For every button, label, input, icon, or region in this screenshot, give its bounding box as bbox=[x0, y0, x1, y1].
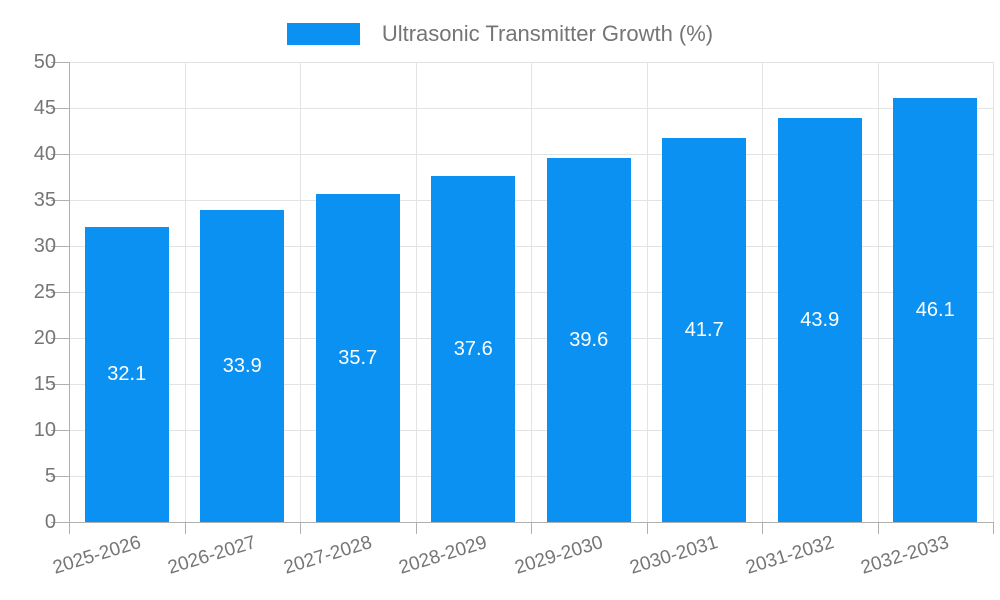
y-axis-tick bbox=[51, 430, 69, 431]
legend-label: Ultrasonic Transmitter Growth (%) bbox=[381, 21, 714, 46]
bar[interactable] bbox=[546, 157, 631, 522]
y-axis-tick-label: 15 bbox=[33, 373, 56, 395]
bar-value-label: 35.7 bbox=[338, 346, 378, 369]
y-axis-tick-label: 0 bbox=[44, 511, 56, 533]
x-gridline bbox=[762, 62, 763, 522]
y-axis-tick bbox=[51, 476, 69, 477]
x-axis-line bbox=[69, 522, 993, 523]
x-axis-tick bbox=[415, 522, 417, 534]
x-gridline bbox=[646, 62, 648, 522]
x-axis-tick bbox=[993, 522, 994, 534]
bar-value-label: 32.1 bbox=[107, 363, 147, 386]
x-axis-tick bbox=[300, 522, 301, 534]
y-axis-tick-label: 5 bbox=[44, 465, 56, 487]
x-gridline bbox=[877, 62, 879, 522]
bar[interactable] bbox=[777, 118, 862, 522]
x-gridline bbox=[415, 62, 417, 522]
legend-swatch-icon bbox=[286, 23, 360, 45]
y-axis-tick-label: 30 bbox=[33, 235, 56, 257]
y-axis-tick-label: 40 bbox=[33, 143, 56, 165]
x-gridline bbox=[993, 62, 994, 522]
y-axis-tick bbox=[51, 154, 69, 155]
bar-value-label: 41.7 bbox=[684, 319, 724, 342]
y-axis-tick bbox=[51, 338, 69, 339]
y-axis-tick-label: 45 bbox=[33, 97, 56, 119]
y-axis-tick-label: 50 bbox=[33, 51, 56, 73]
y-axis-tick bbox=[51, 246, 69, 247]
x-gridline bbox=[300, 62, 301, 522]
bar[interactable] bbox=[431, 176, 516, 522]
y-axis-tick bbox=[51, 108, 69, 109]
x-gridline bbox=[184, 62, 186, 522]
x-axis-tick bbox=[531, 522, 532, 534]
x-axis-tick bbox=[184, 522, 186, 534]
bar[interactable] bbox=[200, 210, 285, 522]
bar-value-label: 39.6 bbox=[569, 328, 609, 351]
y-axis-tick bbox=[51, 62, 69, 63]
y-axis-tick-label: 20 bbox=[33, 327, 56, 349]
bar-value-label: 46.1 bbox=[915, 298, 955, 321]
bar[interactable] bbox=[315, 193, 400, 522]
bar[interactable] bbox=[662, 138, 747, 522]
bar-value-label: 43.9 bbox=[800, 309, 840, 332]
y-axis-tick bbox=[51, 200, 69, 201]
bar-value-label: 37.6 bbox=[453, 338, 493, 361]
y-axis-line bbox=[69, 62, 70, 534]
x-gridline bbox=[531, 62, 532, 522]
legend[interactable]: Ultrasonic Transmitter Growth (%) bbox=[0, 14, 1000, 54]
y-axis-tick bbox=[51, 384, 69, 385]
y-axis-tick-label: 25 bbox=[33, 281, 56, 303]
y-axis-tick bbox=[51, 522, 69, 523]
x-axis-tick bbox=[646, 522, 648, 534]
y-axis-tick-label: 10 bbox=[33, 419, 56, 441]
y-axis-tick bbox=[51, 292, 69, 293]
bar[interactable] bbox=[84, 226, 169, 522]
bar[interactable] bbox=[893, 97, 978, 522]
x-axis-tick bbox=[762, 522, 763, 534]
bar-value-label: 33.9 bbox=[222, 355, 262, 378]
y-axis-tick-label: 35 bbox=[33, 189, 56, 211]
x-axis-tick bbox=[877, 522, 879, 534]
